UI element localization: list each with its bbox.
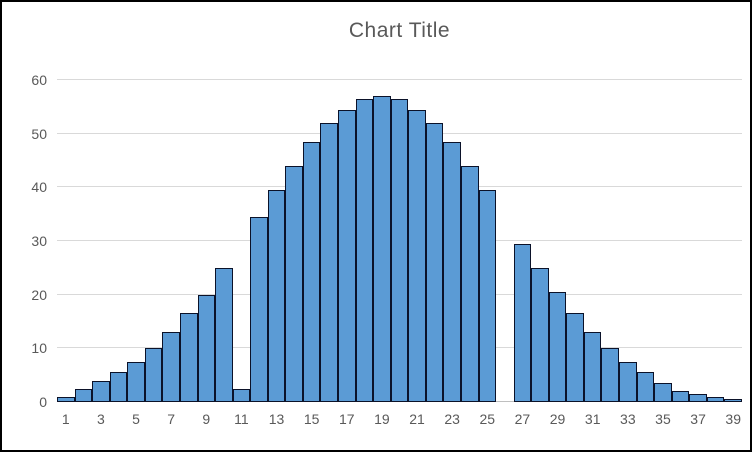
bar-25[interactable] <box>478 190 497 402</box>
x-tick-label-21: 21 <box>409 411 425 427</box>
x-tick-label-27: 27 <box>514 411 531 427</box>
x-tick-label-39: 39 <box>725 411 741 427</box>
y-tick-label-0: 0 <box>39 394 47 410</box>
bar-24[interactable] <box>460 165 479 402</box>
x-tick-label-5: 5 <box>132 411 140 427</box>
bar-29[interactable] <box>548 291 567 402</box>
bar-9[interactable] <box>197 294 216 402</box>
y-tick-label-50: 50 <box>31 125 47 142</box>
bar-1[interactable] <box>57 396 75 402</box>
x-tick-label-25: 25 <box>479 411 496 427</box>
bar-38[interactable] <box>706 396 725 402</box>
x-tick-label-9: 9 <box>202 411 211 427</box>
x-tick-label-37: 37 <box>690 411 706 427</box>
y-tick-label-10: 10 <box>31 340 47 357</box>
y-tick-label-60: 60 <box>31 72 47 88</box>
bar-37[interactable] <box>689 393 707 402</box>
bar-18[interactable] <box>355 98 374 402</box>
bar-36[interactable] <box>671 391 690 402</box>
bar-35[interactable] <box>654 383 672 402</box>
x-tick-label-3: 3 <box>97 411 105 427</box>
bar-2[interactable] <box>74 388 93 402</box>
bar-15[interactable] <box>302 141 321 402</box>
x-tick-label-7: 7 <box>167 411 176 427</box>
y-tick-label-20: 20 <box>31 286 47 303</box>
bar-33[interactable] <box>619 361 637 402</box>
bar-6[interactable] <box>144 348 163 402</box>
x-tick-label-11: 11 <box>234 411 249 427</box>
x-tick-label-31: 31 <box>584 411 601 427</box>
bar-31[interactable] <box>583 332 602 402</box>
bar-10[interactable] <box>215 267 233 402</box>
y-axis: 0 10 20 30 40 50 60 <box>2 72 47 410</box>
bar-5[interactable] <box>127 361 145 402</box>
bar-8[interactable] <box>179 313 198 402</box>
x-tick-label-1: 1 <box>61 411 70 427</box>
bar-21[interactable] <box>408 109 426 402</box>
x-tick-label-33: 33 <box>620 411 636 427</box>
x-tick-label-17: 17 <box>339 411 355 427</box>
bar-23[interactable] <box>443 141 461 402</box>
y-tick-label-30: 30 <box>31 233 47 249</box>
gridline-60 <box>57 79 742 80</box>
x-tick-label-19: 19 <box>374 411 390 427</box>
bar-39[interactable] <box>724 399 742 402</box>
bar-17[interactable] <box>338 109 356 402</box>
bar-27[interactable] <box>513 243 532 402</box>
bar-20[interactable] <box>390 98 409 402</box>
x-tick-label-23: 23 <box>444 411 460 427</box>
chart-title[interactable]: Chart Title <box>348 19 451 42</box>
plot-area <box>57 79 742 402</box>
bar-16[interactable] <box>320 122 339 402</box>
x-axis: 1 3 5 7 9 11 13 15 17 19 21 23 25 27 29 31 33 35 37 39 <box>57 409 742 431</box>
bar-12[interactable] <box>250 216 268 402</box>
bar-22[interactable] <box>425 122 444 402</box>
bar-13[interactable] <box>267 190 286 402</box>
x-tick-label-29: 29 <box>549 411 566 427</box>
bar-7[interactable] <box>162 332 180 402</box>
bar-32[interactable] <box>601 348 620 402</box>
y-tick-label-40: 40 <box>31 179 47 196</box>
x-tick-label-13: 13 <box>268 411 285 427</box>
bar-4[interactable] <box>109 372 128 402</box>
bar-14[interactable] <box>285 165 303 402</box>
bar-30[interactable] <box>566 313 584 402</box>
bar-3[interactable] <box>92 380 110 402</box>
bar-19[interactable] <box>373 96 391 402</box>
bar-34[interactable] <box>636 372 655 402</box>
x-tick-label-35: 35 <box>655 411 671 427</box>
bar-28[interactable] <box>531 267 549 402</box>
bar-11[interactable] <box>232 388 251 402</box>
x-tick-label-15: 15 <box>303 411 320 427</box>
